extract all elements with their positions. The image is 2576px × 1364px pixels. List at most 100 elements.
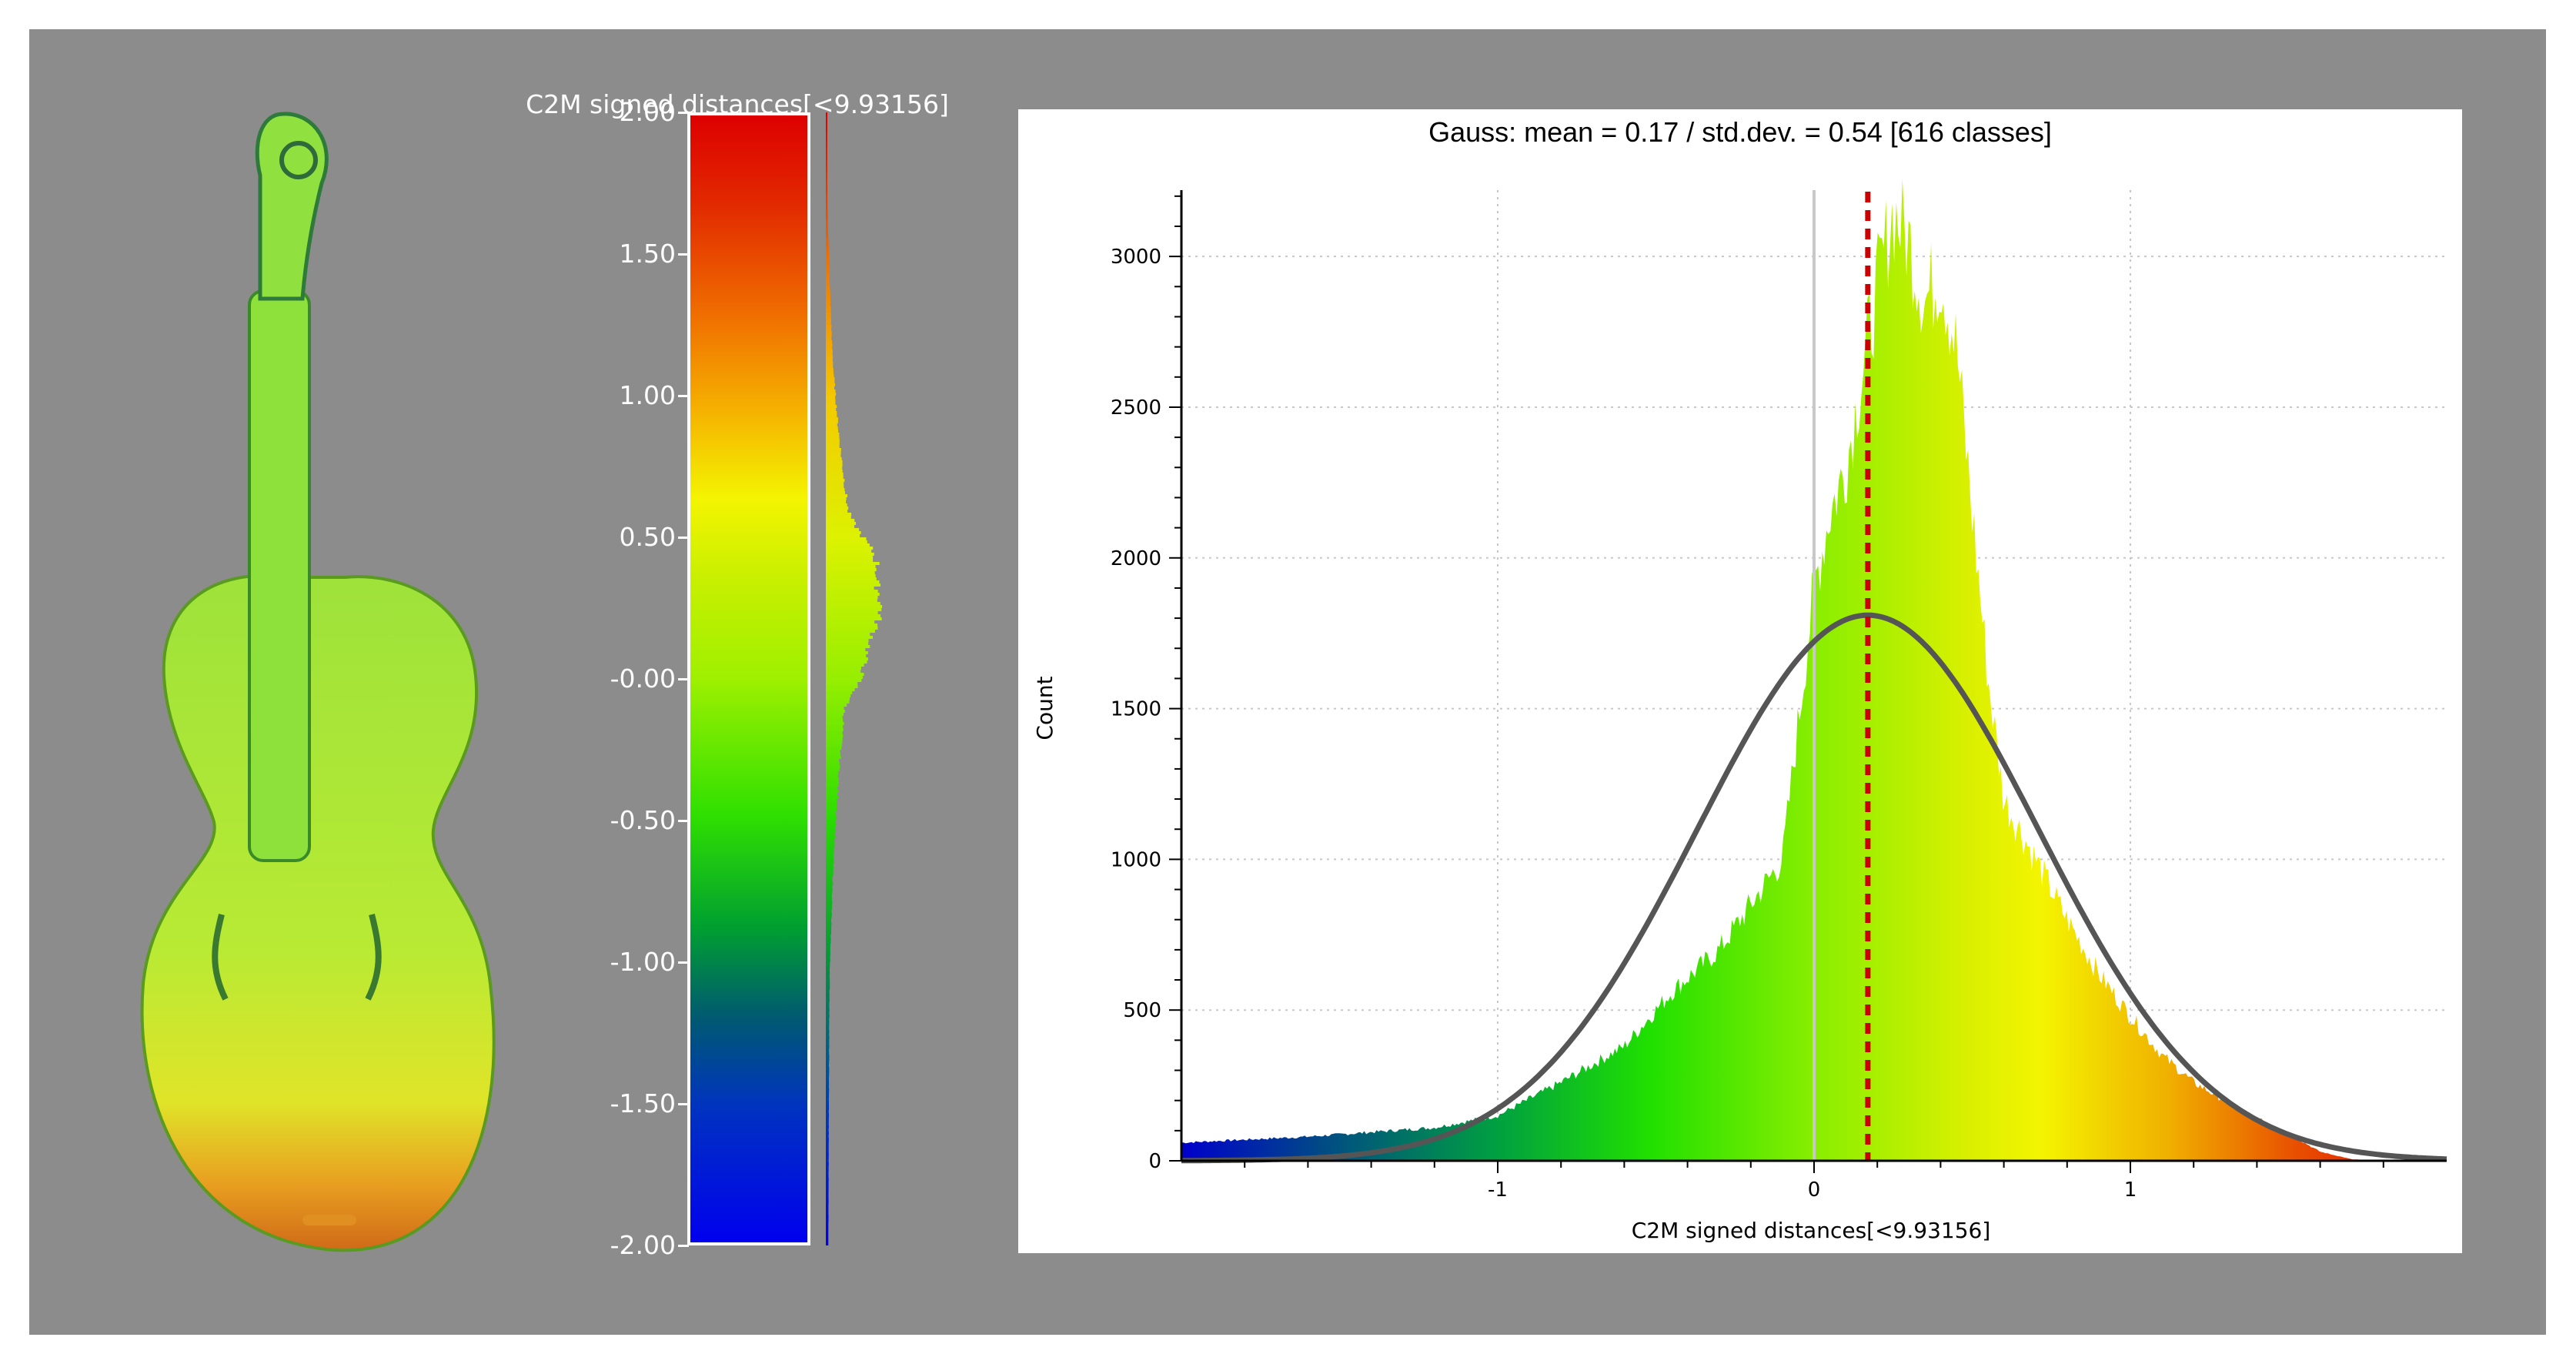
side-histogram-bin (826, 790, 839, 793)
side-histogram-bin (826, 817, 837, 821)
side-histogram-bin (826, 981, 830, 984)
side-histogram-bin (826, 146, 827, 149)
side-histogram-bin (826, 513, 852, 516)
side-histogram-bin (826, 269, 830, 272)
side-histogram-bin (826, 1162, 829, 1165)
violin-3d-view[interactable] (29, 29, 1030, 1335)
side-histogram-bin (826, 171, 827, 174)
y-tick-label: 500 (1123, 999, 1161, 1022)
side-histogram-bin (826, 953, 830, 956)
side-histogram-bin (826, 1147, 829, 1150)
color-scale-tick-mark (678, 678, 689, 680)
side-histogram-bin (826, 928, 832, 931)
side-histogram-bin (826, 399, 836, 402)
side-histogram-bin (826, 140, 827, 143)
side-histogram-bin (826, 784, 839, 787)
x-axis-ticks: -1 0 1 (1244, 1161, 2384, 1202)
side-histogram-bin (826, 861, 834, 864)
side-histogram-bin (826, 445, 840, 448)
side-histogram-bin (826, 1085, 829, 1088)
side-histogram-bin (826, 112, 827, 115)
side-histogram-bin (826, 802, 837, 805)
side-histogram-bin (826, 1092, 830, 1095)
side-histogram-bin (826, 660, 867, 664)
side-histogram-bin (826, 685, 858, 688)
color-scale-bar (687, 112, 810, 1245)
side-histogram-bin (826, 587, 874, 590)
side-histogram-bin (826, 1215, 829, 1218)
side-histogram-bin (826, 374, 834, 377)
side-histogram-bin (826, 599, 877, 602)
y-axis-ticks: 0 500 1000 1500 2000 2500 3000 (1111, 195, 1181, 1173)
side-histogram-bin (826, 1242, 829, 1245)
side-histogram-bin (826, 313, 831, 316)
side-histogram-bin (826, 673, 864, 676)
side-histogram-bin (826, 824, 837, 827)
side-histogram-bin (826, 362, 834, 365)
side-histogram-bin (826, 608, 882, 611)
side-histogram-bin (826, 411, 837, 414)
side-histogram-bin (826, 670, 861, 673)
side-histogram-bin (826, 137, 827, 140)
side-histogram-bin (826, 1119, 829, 1122)
color-scale-tick-mark (678, 395, 689, 397)
violin-scroll (255, 112, 329, 301)
side-histogram-bin (826, 781, 839, 784)
side-histogram-bin (826, 796, 838, 799)
side-histogram-bin (826, 993, 830, 996)
side-histogram-bin (826, 334, 832, 337)
side-histogram-bin (826, 971, 830, 975)
side-histogram-bin (826, 414, 837, 417)
side-histogram-bin (826, 765, 840, 768)
side-histogram-bin (826, 516, 851, 519)
side-histogram-bin (826, 744, 842, 747)
histogram-panel: Gauss: mean = 0.17 / std.dev. = 0.54 [61… (1018, 109, 2462, 1253)
side-histogram-bin (826, 1227, 829, 1230)
color-scale-tick-label: -1.50 (610, 1088, 676, 1118)
histogram-chart[interactable]: Gauss: mean = 0.17 / std.dev. = 0.54 [61… (1018, 109, 2462, 1253)
side-histogram-bin (826, 1135, 829, 1138)
y-tick-label: 1500 (1111, 698, 1161, 721)
side-histogram-bin (826, 1122, 829, 1125)
side-histogram-bin (826, 479, 845, 482)
side-histogram-bin (826, 944, 830, 947)
side-histogram-bin (826, 1156, 829, 1159)
side-histogram-bin (826, 540, 867, 543)
side-histogram-bin (826, 873, 834, 876)
color-scale-tick-mark (678, 961, 689, 964)
side-histogram-bin (826, 682, 858, 685)
side-histogram-bin (826, 1110, 829, 1113)
side-histogram-bin (826, 1150, 829, 1153)
side-histogram-bin (826, 494, 847, 497)
side-histogram-bin (826, 272, 830, 276)
side-histogram-bin (826, 279, 830, 282)
side-histogram-bin (826, 651, 868, 654)
side-histogram-bin (826, 1042, 830, 1045)
viewer-background: C2M signed distances[<9.93156] 2.00 1.50 1… (29, 29, 2546, 1335)
side-histogram-bin (826, 1202, 829, 1205)
side-histogram-bin (826, 596, 878, 599)
chart-title: Gauss: mean = 0.17 / std.dev. = 0.54 [61… (1428, 116, 2052, 148)
side-histogram-bin (826, 1144, 829, 1147)
side-histogram-bin (826, 741, 843, 744)
side-histogram-bin (826, 430, 839, 433)
color-scale-tick-label: 1.00 (619, 380, 676, 410)
side-histogram-bin (826, 756, 841, 759)
side-histogram-bin (826, 1168, 829, 1172)
side-histogram-bin (826, 433, 840, 436)
side-histogram-bin (826, 574, 876, 577)
side-histogram-bin (826, 999, 830, 1002)
side-histogram-bin (826, 291, 830, 294)
side-histogram-bin (826, 950, 830, 953)
side-histogram-bin (826, 1039, 830, 1042)
side-histogram-bin (826, 1187, 829, 1190)
side-histogram-bin (826, 500, 847, 503)
color-scale-tick-label: -1.00 (610, 947, 676, 977)
side-histogram-bin (826, 1033, 830, 1036)
side-histogram-bin (826, 774, 838, 777)
color-scale-tick-mark (678, 820, 689, 822)
side-histogram-bin (826, 1165, 829, 1168)
side-histogram-bin (826, 1193, 829, 1196)
side-histogram-bin (826, 645, 870, 648)
side-histogram-bin (826, 196, 828, 199)
